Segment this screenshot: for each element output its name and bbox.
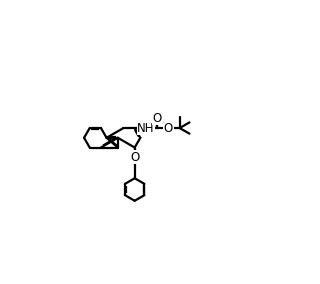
Text: O: O — [164, 122, 173, 135]
Text: O: O — [130, 151, 139, 164]
Text: O: O — [153, 112, 162, 125]
Text: NH: NH — [137, 122, 155, 135]
